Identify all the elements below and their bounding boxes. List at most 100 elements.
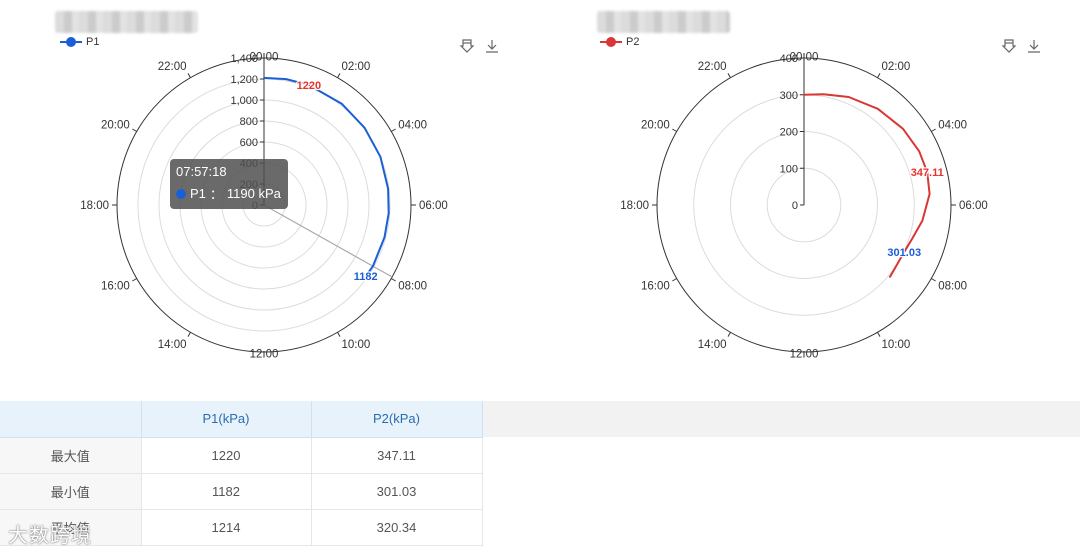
radius-tick-label: 400: [780, 53, 798, 65]
series-point: [263, 77, 265, 79]
series-line: [803, 93, 931, 278]
legend-line-dot-icon: [600, 37, 622, 47]
angle-tick: [391, 278, 396, 282]
p2-cell: 347.11: [311, 437, 483, 474]
radius-tick-label: 0: [792, 200, 798, 212]
series-point: [921, 219, 924, 222]
legend-label: P1: [86, 36, 100, 48]
series-point: [379, 155, 382, 158]
table-header-cell: P1(kPa): [141, 401, 312, 438]
legend-label: P2: [626, 36, 640, 48]
series-point: [877, 107, 879, 110]
angle-tick: [931, 278, 936, 282]
blurred-chart-title: [597, 11, 730, 33]
series-point: [340, 102, 343, 105]
stats-table: P1(kPa) P2(kPa) 最大值 1220 347.11 最小值 1182…: [0, 401, 1080, 546]
angle-tick: [931, 128, 936, 132]
table-row: 最大值 1220 347.11: [0, 437, 1080, 474]
angle-tick: [337, 332, 341, 337]
p1-cell: 1214: [141, 509, 312, 546]
row-label: 最小值: [0, 473, 142, 510]
angle-tick-label: 08:00: [938, 280, 967, 292]
angle-tick-label: 10:00: [882, 339, 911, 351]
angle-tick: [132, 128, 137, 132]
angle-tick-label: 12:00: [250, 349, 279, 361]
angle-tick-label: 02:00: [882, 61, 911, 73]
tooltip-time: 07:57:18: [176, 164, 227, 179]
table-row: 最小值 1182 301.03: [0, 473, 1080, 510]
angle-tick-label: 06:00: [419, 200, 448, 212]
angle-tick-label: 08:00: [398, 280, 427, 292]
chart-panel-p1: P1 02004006008001,0001,2001,40000:0002:0…: [0, 0, 540, 395]
radius-tick-label: 300: [780, 90, 798, 102]
table-header-cell: P2(kPa): [311, 401, 483, 438]
table-filler: [482, 473, 1080, 509]
p1-cell: 1220: [141, 437, 312, 474]
save-image-icon[interactable]: [459, 38, 475, 54]
angle-tick: [132, 278, 137, 282]
radius-tick-label: 1,000: [230, 95, 258, 107]
tooltip-value: 1190 kPa: [226, 186, 281, 201]
series-point: [803, 93, 805, 96]
series-point: [847, 96, 850, 98]
angle-tick-label: 20:00: [641, 120, 670, 132]
angle-tick-label: 20:00: [101, 120, 130, 132]
series-point: [902, 128, 904, 130]
angle-tick-label: 06:00: [959, 200, 988, 212]
angle-tick: [877, 332, 881, 337]
legend-item-p2[interactable]: P2: [600, 36, 639, 48]
angle-tick-label: 22:00: [698, 61, 727, 73]
series-point: [387, 187, 389, 190]
tooltip-series: P1: [190, 186, 206, 201]
chart-toolbox: [1001, 38, 1042, 54]
save-image-icon[interactable]: [1001, 38, 1017, 54]
angle-tick: [672, 128, 677, 132]
p2-cell: 301.03: [311, 473, 483, 510]
series-point: [387, 212, 390, 214]
table-filler: [482, 437, 1080, 473]
angle-tick-label: 22:00: [158, 61, 187, 73]
tooltip-axis-pointer: [263, 204, 393, 278]
chart-panel-p2: P2 0 100 200 300 400 00:00 02:00 04:00 06:00 08:0…: [540, 0, 1080, 395]
radius-tick-label: 1,400: [230, 53, 258, 65]
mark-point-label: 347.11: [911, 167, 944, 179]
angle-tick-label: 00:00: [250, 51, 279, 63]
row-label: 最大值: [0, 437, 142, 474]
series-point: [911, 238, 913, 240]
table-filler: [482, 509, 1080, 545]
blurred-chart-title: [55, 11, 198, 33]
radius-tick-label: 800: [240, 116, 258, 128]
download-icon[interactable]: [1026, 38, 1042, 54]
series-point: [363, 126, 366, 129]
series-point: [889, 276, 891, 278]
series-point: [926, 171, 929, 173]
table-row: 平均值 1214 320.34: [0, 509, 1080, 546]
chart-tooltip: 07:57:18 P1 ： 1190 kPa: [170, 159, 288, 209]
chart-toolbox: [459, 38, 500, 54]
angle-tick-label: 14:00: [158, 339, 187, 351]
download-icon[interactable]: [484, 38, 500, 54]
angle-tick: [187, 332, 191, 337]
angle-tick: [337, 73, 341, 78]
angle-tick-label: 00:00: [790, 51, 819, 63]
table-header-cell: [0, 401, 142, 438]
angle-tick-label: 02:00: [342, 61, 371, 73]
angle-tick: [727, 332, 731, 337]
angle-tick-label: 18:00: [620, 200, 649, 212]
angle-tick-label: 10:00: [342, 339, 371, 351]
tooltip-series-dot: [176, 188, 186, 199]
angle-tick: [187, 73, 191, 78]
angle-tick: [391, 128, 396, 132]
angle-tick-label: 18:00: [80, 200, 109, 212]
legend-item-p1[interactable]: P1: [60, 36, 99, 48]
series-point: [822, 93, 825, 96]
legend-line-dot-icon: [60, 37, 82, 47]
angle-tick-label: 12:00: [790, 349, 819, 361]
series-point: [383, 236, 386, 239]
angle-tick: [727, 73, 731, 78]
mark-point-label: 1220: [297, 80, 321, 92]
radius-tick-label: 100: [780, 163, 798, 175]
series-point: [364, 275, 367, 277]
series-point: [918, 150, 921, 153]
